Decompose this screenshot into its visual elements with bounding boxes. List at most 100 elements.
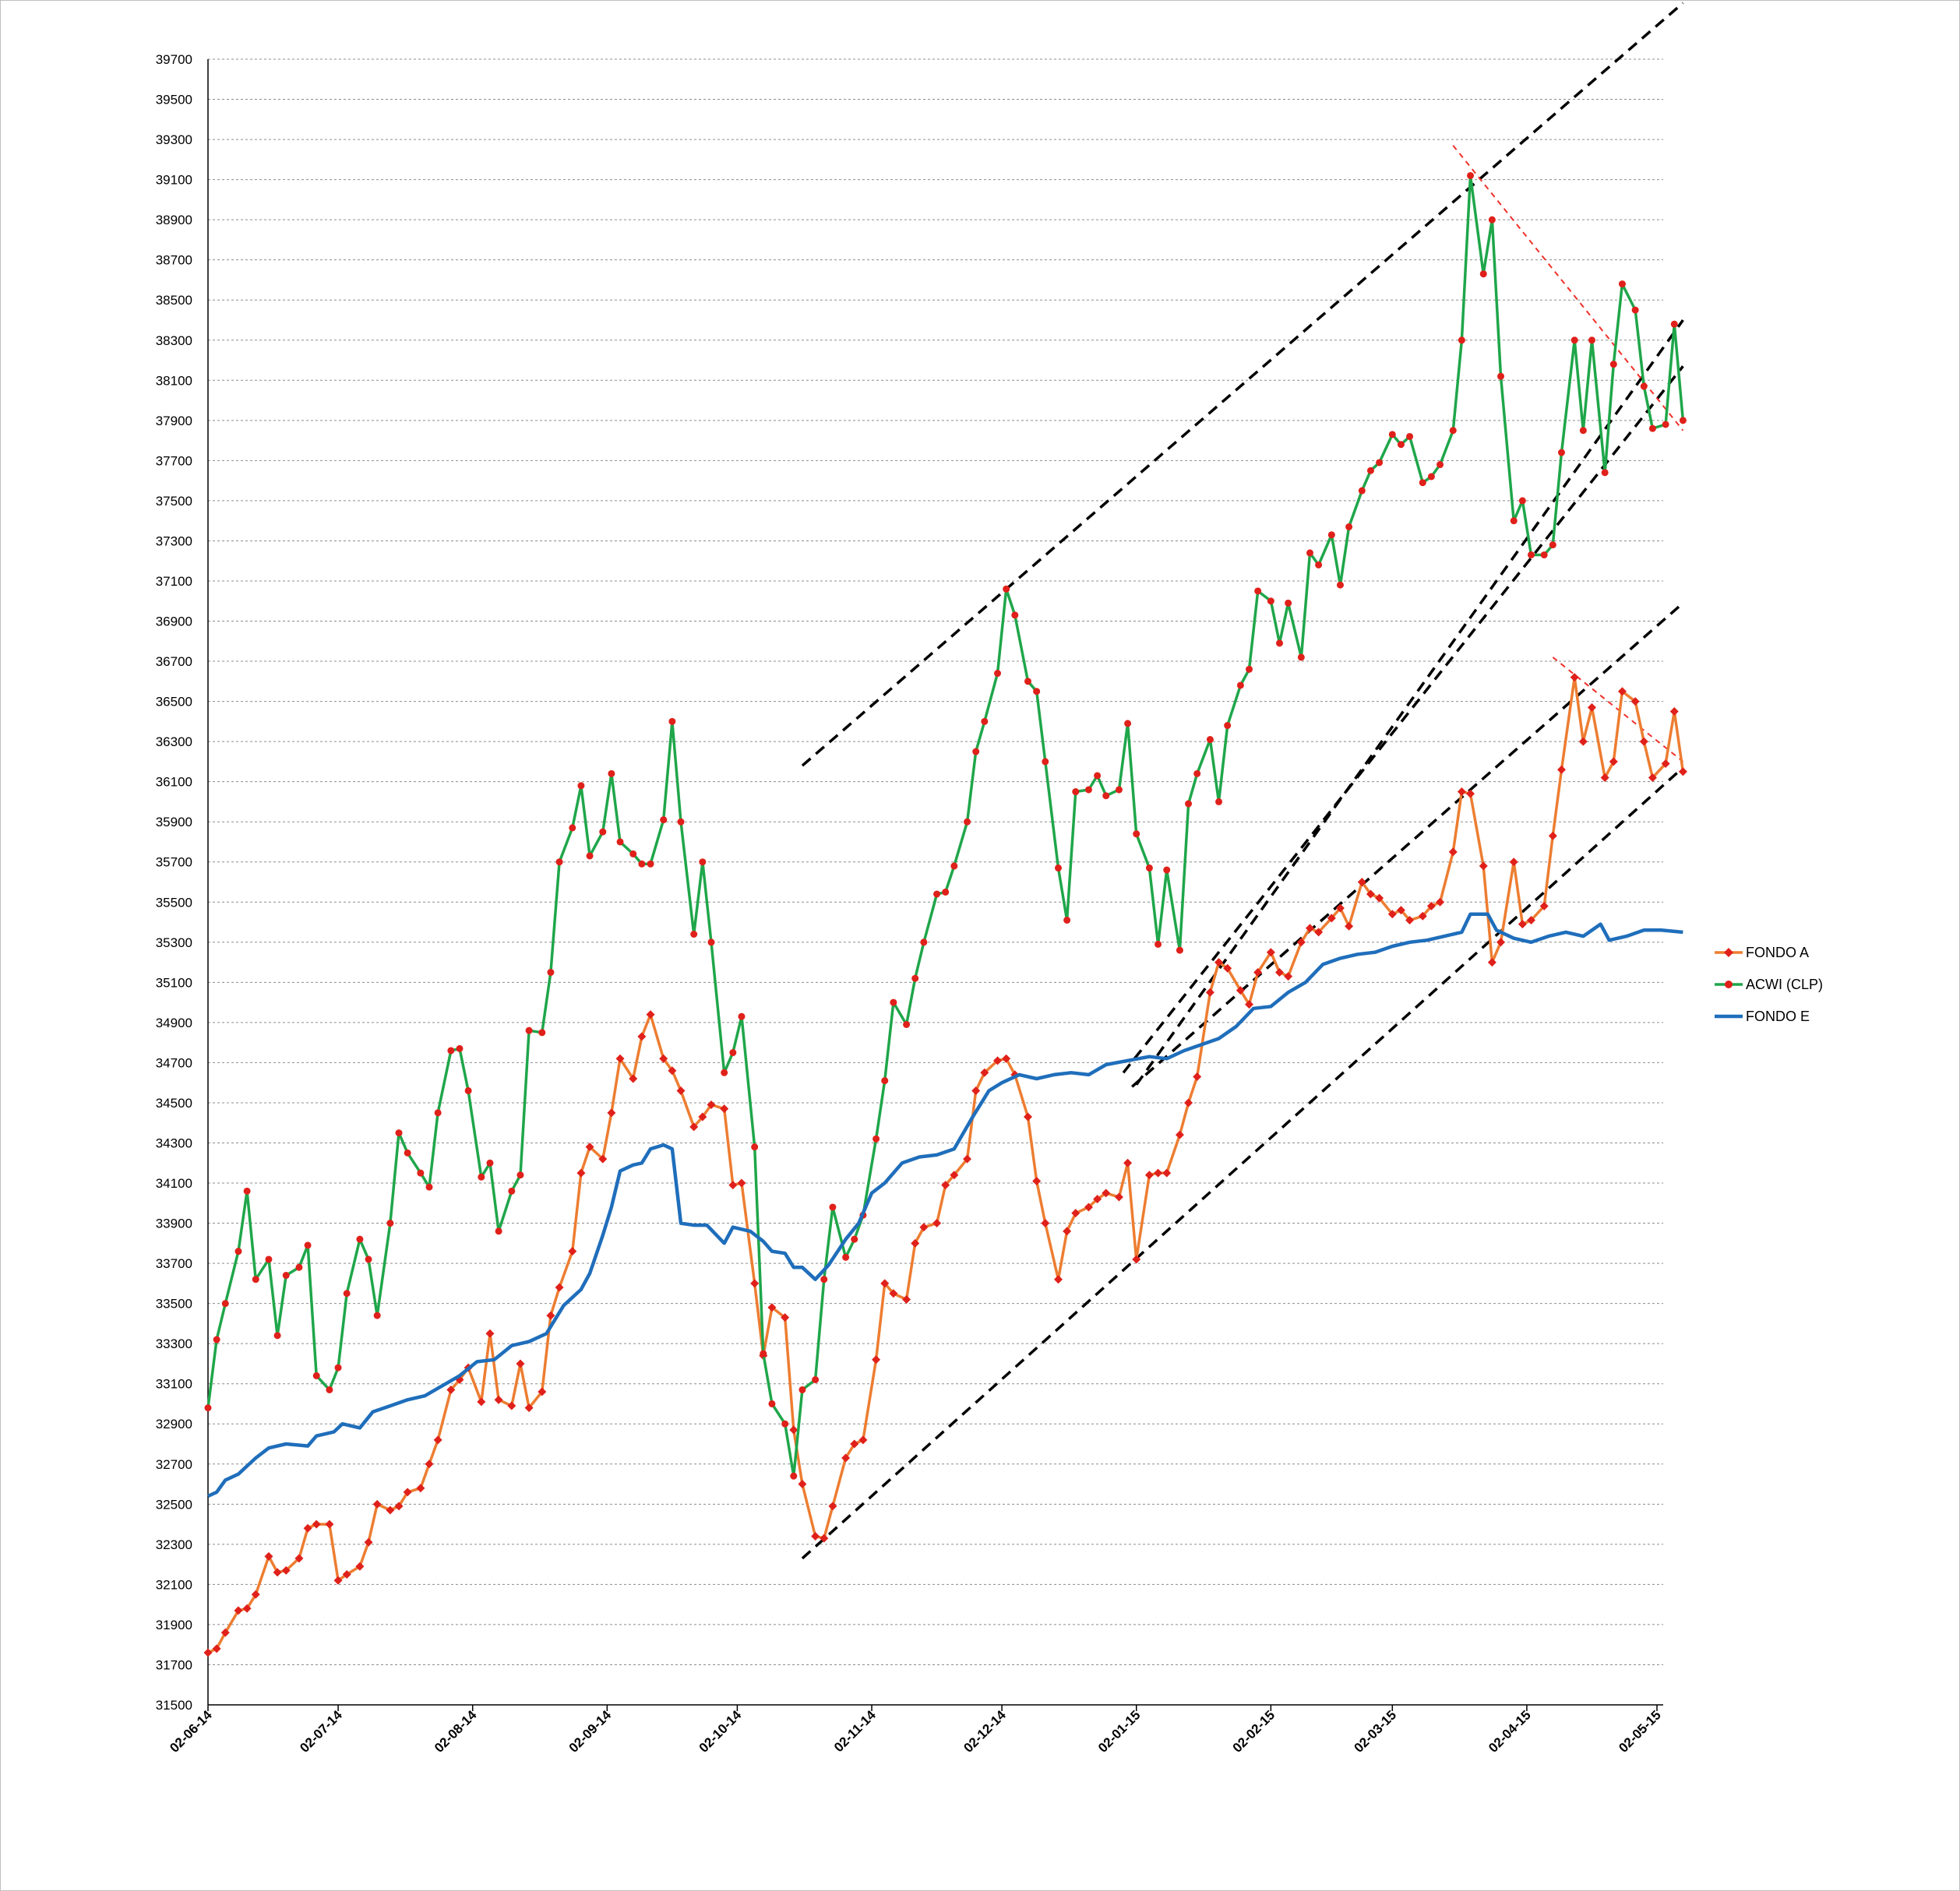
data-point-marker	[1518, 920, 1527, 929]
data-point-marker	[980, 1068, 989, 1077]
legend-item-acwi-clp: ACWI (CLP)	[1715, 977, 1823, 992]
data-point-marker	[1003, 585, 1010, 593]
data-point-marker	[1426, 901, 1436, 910]
data-point-marker	[568, 1247, 577, 1256]
data-point-marker	[1678, 767, 1687, 776]
data-point-marker	[1223, 963, 1232, 973]
data-point-marker	[251, 1590, 260, 1599]
data-point-marker	[1175, 1130, 1184, 1139]
data-point-marker	[525, 1026, 533, 1034]
data-point-marker	[221, 1300, 229, 1308]
y-tick-label: 37500	[156, 494, 192, 509]
data-point-marker	[1466, 789, 1475, 798]
data-point-marker	[386, 1220, 394, 1227]
data-point-marker	[1419, 479, 1426, 487]
y-tick-label: 36100	[156, 775, 192, 790]
data-point-marker	[647, 860, 654, 868]
data-point-marker	[850, 1439, 859, 1449]
data-point-marker	[738, 1012, 746, 1020]
data-point-marker	[1215, 798, 1223, 805]
legend-label: ACWI (CLP)	[1746, 977, 1823, 992]
data-point-marker	[798, 1480, 807, 1489]
data-point-marker	[1193, 769, 1201, 777]
data-point-marker	[972, 748, 980, 755]
black-channel-trendline	[1135, 319, 1684, 1086]
data-point-marker	[1467, 171, 1475, 179]
data-point-marker	[334, 1364, 342, 1372]
x-tick-label: 02-11-14	[831, 1707, 879, 1755]
x-tick-label: 02-12-14	[961, 1707, 1009, 1755]
data-point-marker	[1063, 1227, 1072, 1236]
y-tick-label: 35300	[156, 935, 192, 950]
data-point-marker	[828, 1502, 837, 1511]
data-point-marker	[294, 1554, 304, 1563]
data-point-marker	[1053, 1275, 1063, 1284]
data-point-marker	[485, 1329, 495, 1338]
data-point-marker	[1631, 306, 1639, 314]
data-point-marker	[737, 1178, 746, 1188]
data-point-marker	[889, 1289, 898, 1298]
y-tick-label: 34900	[156, 1016, 192, 1030]
data-point-marker	[213, 1336, 220, 1343]
data-point-marker	[1306, 549, 1313, 557]
x-tick-label: 02-01-15	[1095, 1707, 1144, 1755]
series-acwi-clp	[204, 171, 1687, 1480]
series-fondo-e	[207, 912, 1683, 1498]
data-point-marker	[919, 1223, 929, 1232]
y-tick-label: 38300	[156, 333, 192, 348]
y-tick-label: 37900	[156, 414, 192, 428]
data-point-marker	[1285, 599, 1292, 607]
y-tick-label: 36700	[156, 654, 192, 669]
data-point-marker	[1427, 473, 1435, 481]
data-point-marker	[508, 1187, 516, 1195]
data-point-marker	[234, 1606, 243, 1615]
legend-item-fondo-a: FONDO A	[1715, 945, 1809, 960]
data-point-marker	[1224, 722, 1232, 730]
data-point-marker	[446, 1385, 456, 1394]
data-point-marker	[841, 1453, 851, 1463]
data-point-marker	[932, 1219, 942, 1228]
data-point-marker	[812, 1376, 820, 1384]
data-point-marker	[676, 1086, 686, 1095]
data-point-marker	[629, 850, 637, 857]
data-point-marker	[1662, 421, 1669, 428]
y-tick-label: 32700	[156, 1457, 192, 1472]
data-point-marker	[767, 1303, 777, 1312]
data-point-marker	[638, 860, 646, 868]
data-point-marker	[880, 1279, 890, 1288]
data-point-marker	[312, 1372, 320, 1379]
data-point-marker	[689, 1122, 699, 1132]
data-point-marker	[1548, 831, 1557, 840]
data-point-marker	[1366, 467, 1374, 474]
data-point-marker	[395, 1129, 403, 1137]
y-tick-label: 33500	[156, 1297, 192, 1312]
y-tick-label: 38500	[156, 293, 192, 308]
data-point-marker	[789, 1425, 798, 1435]
data-point-marker	[1102, 1188, 1111, 1198]
data-point-marker	[1639, 737, 1648, 746]
data-point-marker	[615, 1054, 625, 1063]
data-point-marker	[994, 670, 1002, 678]
y-tick-label: 32900	[156, 1417, 192, 1431]
data-point-marker	[1154, 1168, 1163, 1178]
y-tick-label: 38100	[156, 373, 192, 388]
data-point-marker	[243, 1187, 251, 1195]
data-point-marker	[1528, 551, 1535, 558]
data-point-marker	[326, 1386, 333, 1393]
data-point-marker	[668, 1066, 677, 1076]
data-point-marker	[1084, 1203, 1093, 1212]
y-tick-label: 39300	[156, 132, 192, 147]
data-point-marker	[1437, 461, 1444, 469]
x-tick-label: 02-07-14	[297, 1707, 345, 1755]
data-point-marker	[372, 1499, 382, 1509]
data-point-marker	[798, 1386, 806, 1393]
data-point-marker	[203, 1648, 213, 1657]
data-point-marker	[212, 1644, 221, 1653]
data-point-marker	[941, 1181, 950, 1190]
series	[203, 171, 1687, 1657]
y-tick-label: 34300	[156, 1136, 192, 1150]
data-point-marker	[333, 1576, 343, 1585]
data-point-marker	[1284, 972, 1293, 981]
data-point-marker	[1024, 678, 1032, 685]
data-point-marker	[1042, 758, 1049, 766]
